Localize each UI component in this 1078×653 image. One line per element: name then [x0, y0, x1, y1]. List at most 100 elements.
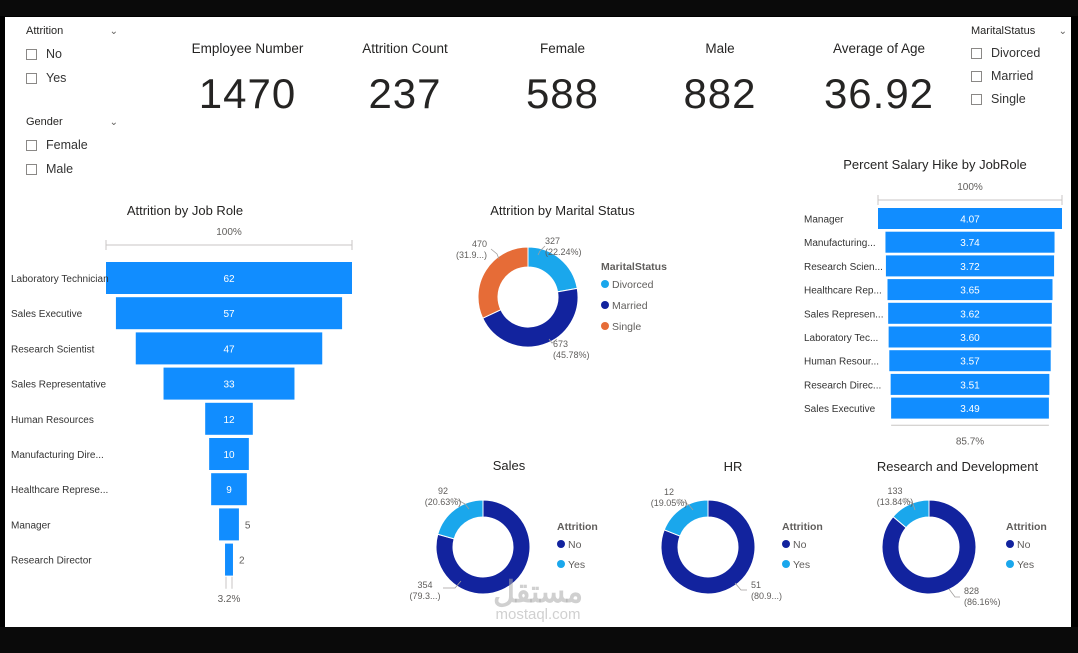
funnel-bar [115, 297, 343, 330]
donut-slice [477, 246, 529, 319]
donut-leader-line [904, 497, 916, 511]
kpi-card-employee-number: Employee Number 1470 [175, 41, 320, 118]
slicer-option-male[interactable]: Male [26, 162, 118, 176]
donut-value-label: 354 [417, 580, 432, 590]
checkbox[interactable] [26, 72, 37, 84]
donut-slice [663, 499, 709, 537]
chevron-down-icon[interactable]: ⌄ [109, 116, 118, 128]
funnel-data-label: 10 [223, 450, 235, 461]
donut-leader-line [443, 580, 462, 589]
chevron-down-icon[interactable]: ⌄ [109, 25, 118, 37]
donut-value-label: 133 [887, 486, 902, 496]
slicer-title: MaritalStatus [971, 25, 1036, 37]
funnel-category-label: Research Scien... [804, 262, 883, 273]
card-value: 1470 [198, 70, 297, 117]
funnel-bar [887, 279, 1053, 301]
slicer-option-yes[interactable]: Yes [26, 71, 118, 85]
slicer-option-divorced[interactable]: Divorced [971, 46, 1067, 60]
funnel-data-label: 3.51 [960, 380, 980, 391]
card-label: Employee Number [191, 41, 304, 56]
legend-label: No [793, 539, 807, 551]
legend-label: Married [612, 300, 648, 312]
donut-pct-label: (86.16%) [964, 597, 1001, 607]
bottom-bar [0, 627, 1078, 653]
donut-leader-line [548, 338, 558, 344]
legend-marker [601, 322, 609, 330]
legend-marker [557, 540, 565, 548]
watermark: مستقل mostaql.com [473, 578, 603, 623]
funnel-data-label: 5 [245, 520, 251, 531]
checkbox[interactable] [26, 48, 37, 60]
funnel-data-label: 3.49 [960, 404, 980, 415]
checkbox[interactable] [971, 93, 982, 105]
chevron-down-icon[interactable]: ⌄ [1058, 25, 1067, 37]
checkbox[interactable] [26, 163, 37, 175]
donut-leader-line [537, 245, 546, 256]
donut-value-label: 828 [964, 586, 979, 596]
funnel-category-label: Manager [11, 520, 51, 531]
watermark-latin: mostaql.com [495, 606, 581, 623]
slicer-option-label: No [46, 47, 62, 61]
legend-label: Divorced [612, 279, 654, 291]
funnel-bar [889, 350, 1051, 372]
checkbox[interactable] [971, 47, 982, 59]
attrition-slicer-header[interactable]: Attrition ⌄ [26, 25, 118, 37]
slicer-option-single[interactable]: Single [971, 92, 1067, 106]
marital-slicer-header[interactable]: MaritalStatus ⌄ [971, 25, 1067, 37]
donut-slice [660, 499, 756, 595]
legend-marker [782, 560, 790, 568]
funnel-bar [878, 208, 1062, 229]
slicer-title: Gender [26, 116, 63, 128]
funnel-bar [209, 438, 249, 470]
slicer-option-female[interactable]: Female [26, 138, 118, 152]
funnel-bar [885, 255, 1055, 277]
donut-leader-line [734, 582, 747, 591]
chart-title-sales: Sales [492, 458, 526, 473]
legend-marker [1006, 560, 1014, 568]
funnel-bar [163, 367, 295, 400]
legend-marker [557, 560, 565, 568]
card-label: Female [539, 41, 585, 56]
funnel-category-label: Research Director [11, 556, 92, 567]
donut-value-label: 51 [751, 580, 761, 590]
slicer-option-no[interactable]: No [26, 47, 118, 61]
funnel-bar [885, 231, 1055, 253]
funnel-data-label: 3.72 [960, 262, 980, 273]
card-value: 237 [368, 70, 442, 117]
legend-label: Yes [568, 559, 585, 571]
legend-marker [1006, 540, 1014, 548]
funnel-data-label: 3.62 [960, 309, 980, 320]
funnel-bar [890, 373, 1050, 395]
funnel-bottom-label: 85.7% [956, 436, 984, 447]
slicer-option-label: Yes [46, 71, 67, 85]
slicer-option-married[interactable]: Married [971, 69, 1067, 83]
slicer-option-label: Female [46, 138, 88, 152]
gender-slicer: Gender ⌄ Female Male [26, 116, 118, 176]
legend-label: No [568, 539, 582, 551]
funnel-bar [205, 402, 253, 435]
chart-title-salary-hike: Percent Salary Hike by JobRole [843, 157, 1027, 172]
donut-value-label: 327 [545, 236, 560, 246]
funnel-bar [211, 473, 247, 506]
funnel-bottom-label: 3.2% [218, 594, 241, 605]
card-label: Male [705, 41, 735, 56]
gender-slicer-header[interactable]: Gender ⌄ [26, 116, 118, 128]
donut-pct-label: (79.3...) [409, 591, 440, 601]
donut-value-label: 12 [664, 487, 674, 497]
chart-title-hr: HR [723, 459, 743, 474]
slicer-title: Attrition [26, 25, 64, 37]
legend-marker [601, 301, 609, 309]
funnel-bar [891, 397, 1049, 419]
funnel-data-label: 12 [223, 415, 235, 426]
slicer-option-label: Single [991, 92, 1026, 106]
funnel-category-label: Research Direc... [804, 380, 881, 391]
checkbox[interactable] [971, 70, 982, 82]
donut-slice [435, 499, 531, 595]
card-value: 882 [683, 70, 757, 117]
funnel-bar [888, 326, 1052, 348]
kpi-card-average-age: Average of Age 36.92 [805, 41, 953, 118]
checkbox[interactable] [26, 139, 37, 151]
donut-leader-line [948, 588, 960, 598]
kpi-card-attrition-count: Attrition Count 237 [335, 41, 475, 118]
funnel-data-label: 62 [223, 274, 235, 285]
